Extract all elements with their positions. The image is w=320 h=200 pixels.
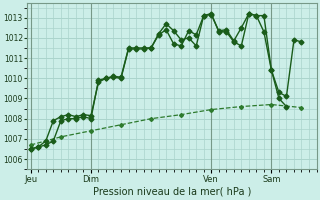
X-axis label: Pression niveau de la mer( hPa ): Pression niveau de la mer( hPa ) <box>92 187 251 197</box>
